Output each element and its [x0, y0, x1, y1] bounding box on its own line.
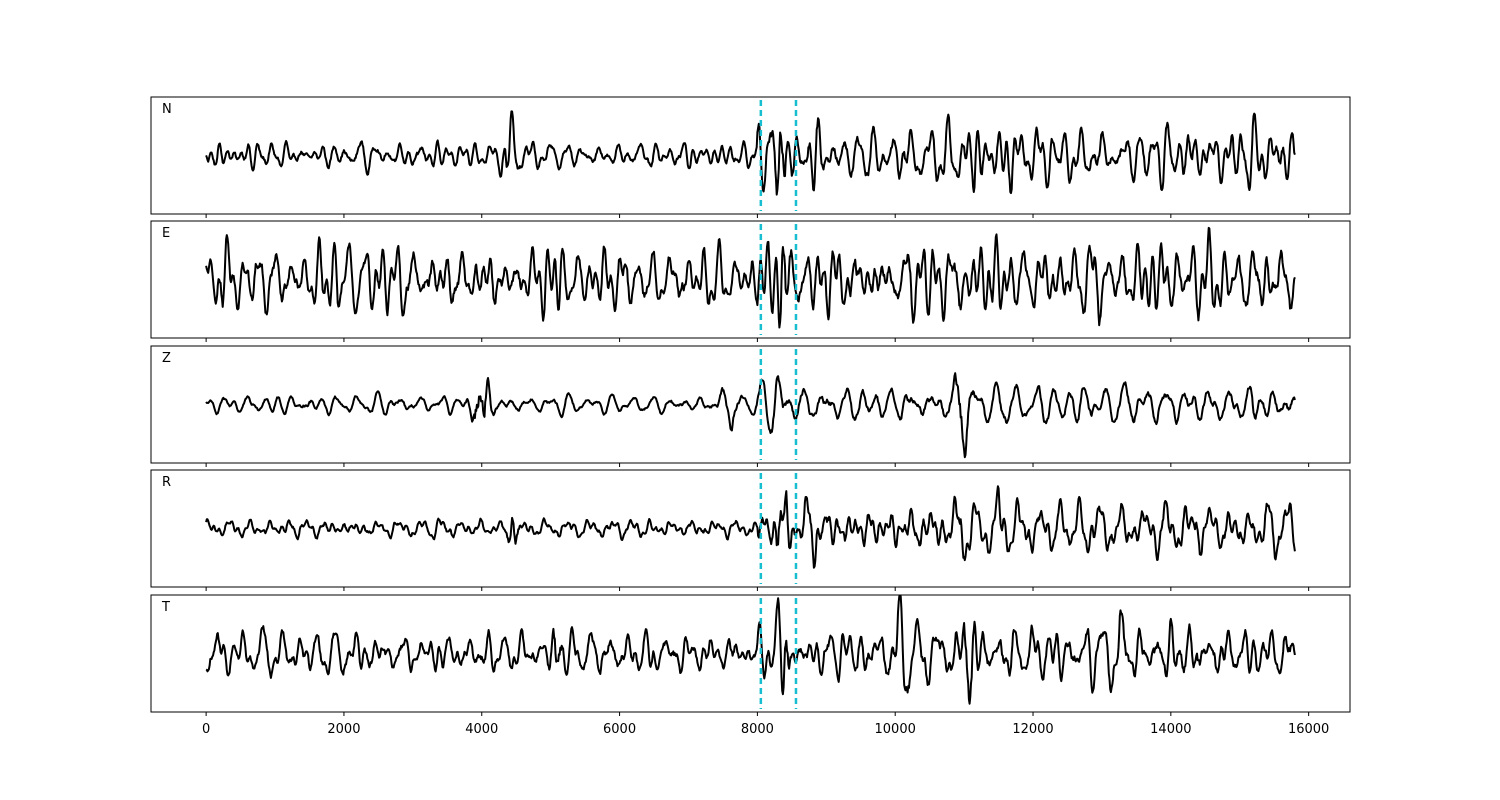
x-tick-label: 10000: [875, 722, 916, 737]
panel-label-R: R: [162, 475, 171, 490]
x-tick-label: 12000: [1012, 722, 1053, 737]
panel-frame-T: [150, 594, 1351, 713]
panel-frame-N: [150, 96, 1351, 215]
panel-label-T: T: [161, 600, 170, 615]
waveform-N: [205, 110, 1296, 196]
panel-frame-Z: [150, 345, 1351, 464]
waveform-Z: [205, 372, 1296, 459]
x-tick-label: 8000: [741, 722, 774, 737]
x-tick-label: 0: [202, 722, 210, 737]
x-tick-label: 2000: [327, 722, 360, 737]
waveform-R: [205, 485, 1296, 569]
waveform-E: [205, 226, 1296, 329]
panel-label-Z: Z: [162, 351, 171, 366]
x-tick-label: 4000: [465, 722, 498, 737]
x-tick-label: 6000: [603, 722, 636, 737]
panel-label-N: N: [162, 102, 172, 117]
x-tick-label: 16000: [1288, 722, 1329, 737]
x-tick-label: 14000: [1150, 722, 1191, 737]
panel-label-E: E: [162, 226, 170, 241]
panel-frame-E: [150, 220, 1351, 339]
panel-frame-R: [150, 469, 1351, 588]
waveform-T: [205, 595, 1296, 705]
